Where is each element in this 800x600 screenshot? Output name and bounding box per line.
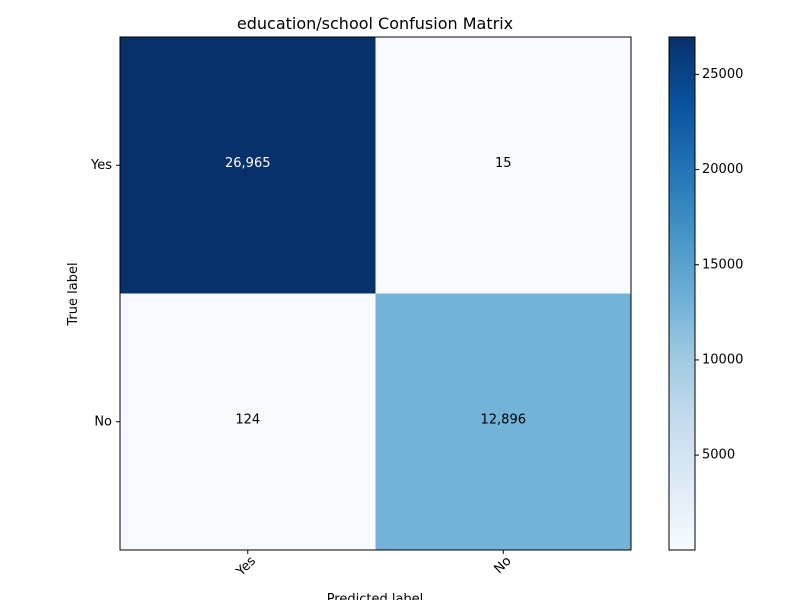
cell-value-label: 124 [235,412,260,427]
y-axis-label: True label [66,262,81,326]
y-tick-label: Yes [90,158,112,173]
x-tick-label: Yes [233,554,259,580]
colorbar-tick-label: 20000 [702,162,743,177]
x-axis-ticks: Yes No [233,550,515,580]
y-tick-label: No [94,414,112,429]
colorbar [668,36,696,551]
x-tick-label: No [491,554,514,577]
heatmap-cell [120,37,376,294]
heatmap-cell [120,293,376,551]
y-axis-ticks: Yes No [90,158,120,429]
cell-value-label: 12,896 [481,412,527,427]
heatmap-cells [120,37,632,551]
x-axis-label: Predicted label [327,592,424,600]
heatmap-frame [119,36,632,551]
heatmap-cell [375,37,632,294]
heatmap-cell [375,293,632,551]
colorbar-tick-label: 25000 [702,67,743,82]
chart-title: education/school Confusion Matrix [237,14,513,33]
colorbar-ticks: 5000 10000 15000 20000 25000 [695,67,743,463]
cell-value-label: 15 [495,156,512,171]
cell-value-label: 26,965 [225,156,271,171]
colorbar-tick-label: 10000 [702,352,743,367]
cell-value-labels: 26,965 15 124 12,896 [225,156,526,428]
colorbar-tick-label: 5000 [702,448,735,463]
colorbar-tick-label: 15000 [702,257,743,272]
